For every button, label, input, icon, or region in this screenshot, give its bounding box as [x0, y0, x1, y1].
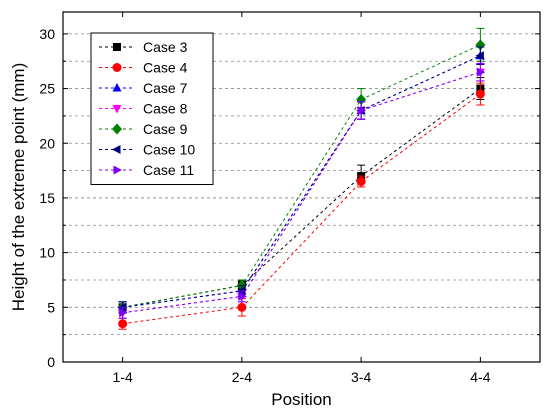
legend-item: Case 4 — [99, 60, 188, 76]
data-point — [119, 308, 128, 318]
data-point — [118, 319, 128, 329]
data-point — [475, 51, 484, 61]
series-line — [122, 55, 481, 308]
x-tick-label: 4-4 — [470, 369, 490, 385]
legend-label: Case 3 — [143, 39, 188, 55]
series-line — [122, 44, 481, 308]
data-point — [112, 123, 122, 135]
data-point — [112, 83, 122, 92]
data-point — [112, 145, 121, 154]
x-tick-label: 3-4 — [351, 369, 371, 385]
legend-label: Case 8 — [143, 101, 188, 117]
x-axis-title: Position — [271, 390, 331, 409]
series-line — [122, 93, 481, 325]
legend-label: Case 10 — [143, 142, 195, 158]
legend-item: Case 10 — [99, 142, 195, 158]
plot-frame — [62, 11, 541, 363]
y-tick-label: 30 — [39, 26, 55, 42]
legend-label: Case 4 — [143, 60, 188, 76]
legend-label: Case 9 — [143, 121, 188, 137]
legend-item: Case 9 — [99, 121, 188, 137]
data-point — [112, 63, 122, 72]
series-layer — [117, 27, 486, 330]
legend-item: Case 8 — [99, 101, 188, 117]
legend-label: Case 11 — [143, 162, 194, 178]
legend-item: Case 3 — [99, 39, 188, 55]
series-line — [122, 71, 481, 314]
data-point — [476, 67, 486, 77]
x-tick-label: 1-4 — [113, 369, 133, 385]
legend-item: Case 7 — [99, 80, 188, 96]
data-point — [475, 39, 486, 51]
data-point — [356, 177, 366, 187]
legend: Case 3 Case 4 Case 7 Case 8 Case 9 Case 10 Cas… — [90, 32, 214, 185]
series-case-11 — [118, 62, 486, 319]
data-point — [475, 89, 485, 99]
data-point — [356, 94, 367, 105]
data-point — [112, 105, 122, 114]
data-point — [238, 291, 247, 301]
data-point — [237, 302, 247, 312]
y-tick-label: 0 — [47, 354, 55, 370]
data-point — [113, 165, 122, 175]
y-axis-title: Height of the extreme point (mm) — [9, 63, 28, 311]
y-tick-label: 10 — [39, 245, 55, 261]
data-point — [113, 43, 121, 51]
y-tick-label: 20 — [39, 135, 55, 151]
x-tick-label: 2-4 — [232, 369, 252, 385]
data-point — [357, 105, 367, 115]
axes: 0 5 10 15 20 25 30 1-4 2-4 3-4 4-4 — [39, 12, 540, 385]
legend-item: Case 11 — [99, 162, 194, 178]
y-tick-label: 25 — [39, 81, 55, 97]
legend-label: Case 7 — [143, 80, 188, 96]
y-tick-label: 15 — [39, 190, 55, 206]
y-tick-label: 5 — [47, 299, 55, 315]
series-case-4 — [118, 82, 485, 330]
